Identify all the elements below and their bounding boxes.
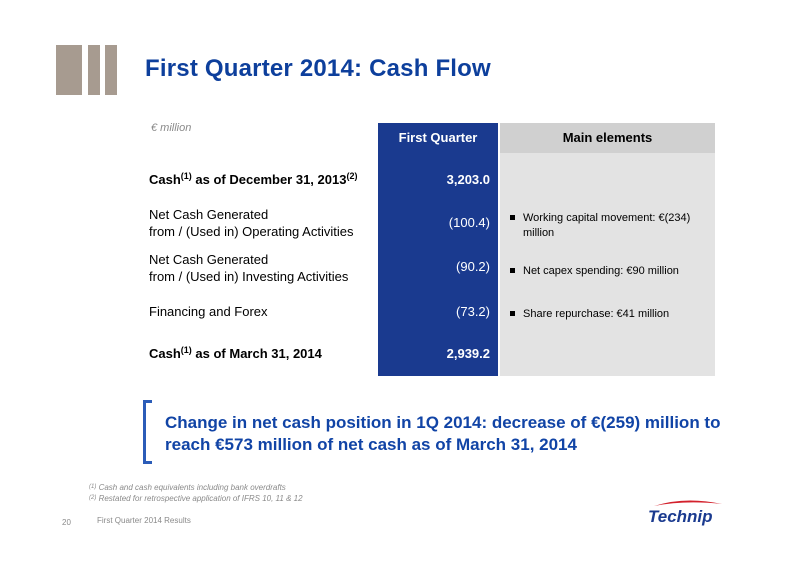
logo-swoosh-icon — [654, 500, 722, 506]
first-quarter-column — [378, 123, 498, 376]
highlight-text: Change in net cash position in 1Q 2014: … — [165, 413, 721, 454]
row-operating-value: (100.4) — [448, 215, 490, 230]
bullet-icon — [510, 267, 515, 273]
bullet-icon — [510, 310, 515, 316]
slide-title: First Quarter 2014: Cash Flow — [145, 55, 491, 82]
row-financing-label: Financing and Forex — [149, 304, 268, 319]
footnote-2: (2) Restated for retrospective applicati… — [89, 494, 303, 503]
main-elements-panel — [500, 123, 715, 376]
footer-text: First Quarter 2014 Results — [97, 516, 191, 525]
row-closing-cash-label: Cash(1) as of March 31, 2014 — [149, 345, 322, 361]
page-number: 20 — [62, 518, 71, 527]
note-capex: Net capex spending: €90 million — [510, 264, 710, 279]
row-investing-label: Net Cash Generated from / (Used in) Inve… — [149, 252, 349, 284]
footnotes: (1) Cash and cash equivalents including … — [89, 482, 303, 504]
row-closing-cash-value: 2,939.2 — [446, 346, 490, 361]
main-elements-header: Main elements — [562, 130, 653, 145]
bullet-icon — [510, 214, 515, 220]
unit-label: € million — [151, 122, 192, 134]
row-financing-value: (73.2) — [456, 304, 490, 319]
logo-wordmark: Technip — [648, 507, 713, 526]
row-investing-value: (90.2) — [456, 259, 490, 274]
note-working-capital: Working capital movement: €(234) million — [510, 211, 710, 241]
highlight-bracket — [143, 400, 152, 464]
row-opening-cash-value: 3,203.0 — [446, 172, 490, 187]
first-quarter-header: First Quarter — [398, 130, 478, 145]
main-elements-header-bg — [500, 123, 715, 153]
footnote-1: (1) Cash and cash equivalents including … — [89, 483, 286, 492]
technip-logo: Technip — [648, 500, 722, 526]
row-operating-label: Net Cash Generated from / (Used in) Oper… — [149, 207, 354, 239]
row-opening-cash-label: Cash(1) as of December 31, 2013(2) — [149, 171, 358, 187]
note-share-repurchase: Share repurchase: €41 million — [510, 307, 710, 322]
